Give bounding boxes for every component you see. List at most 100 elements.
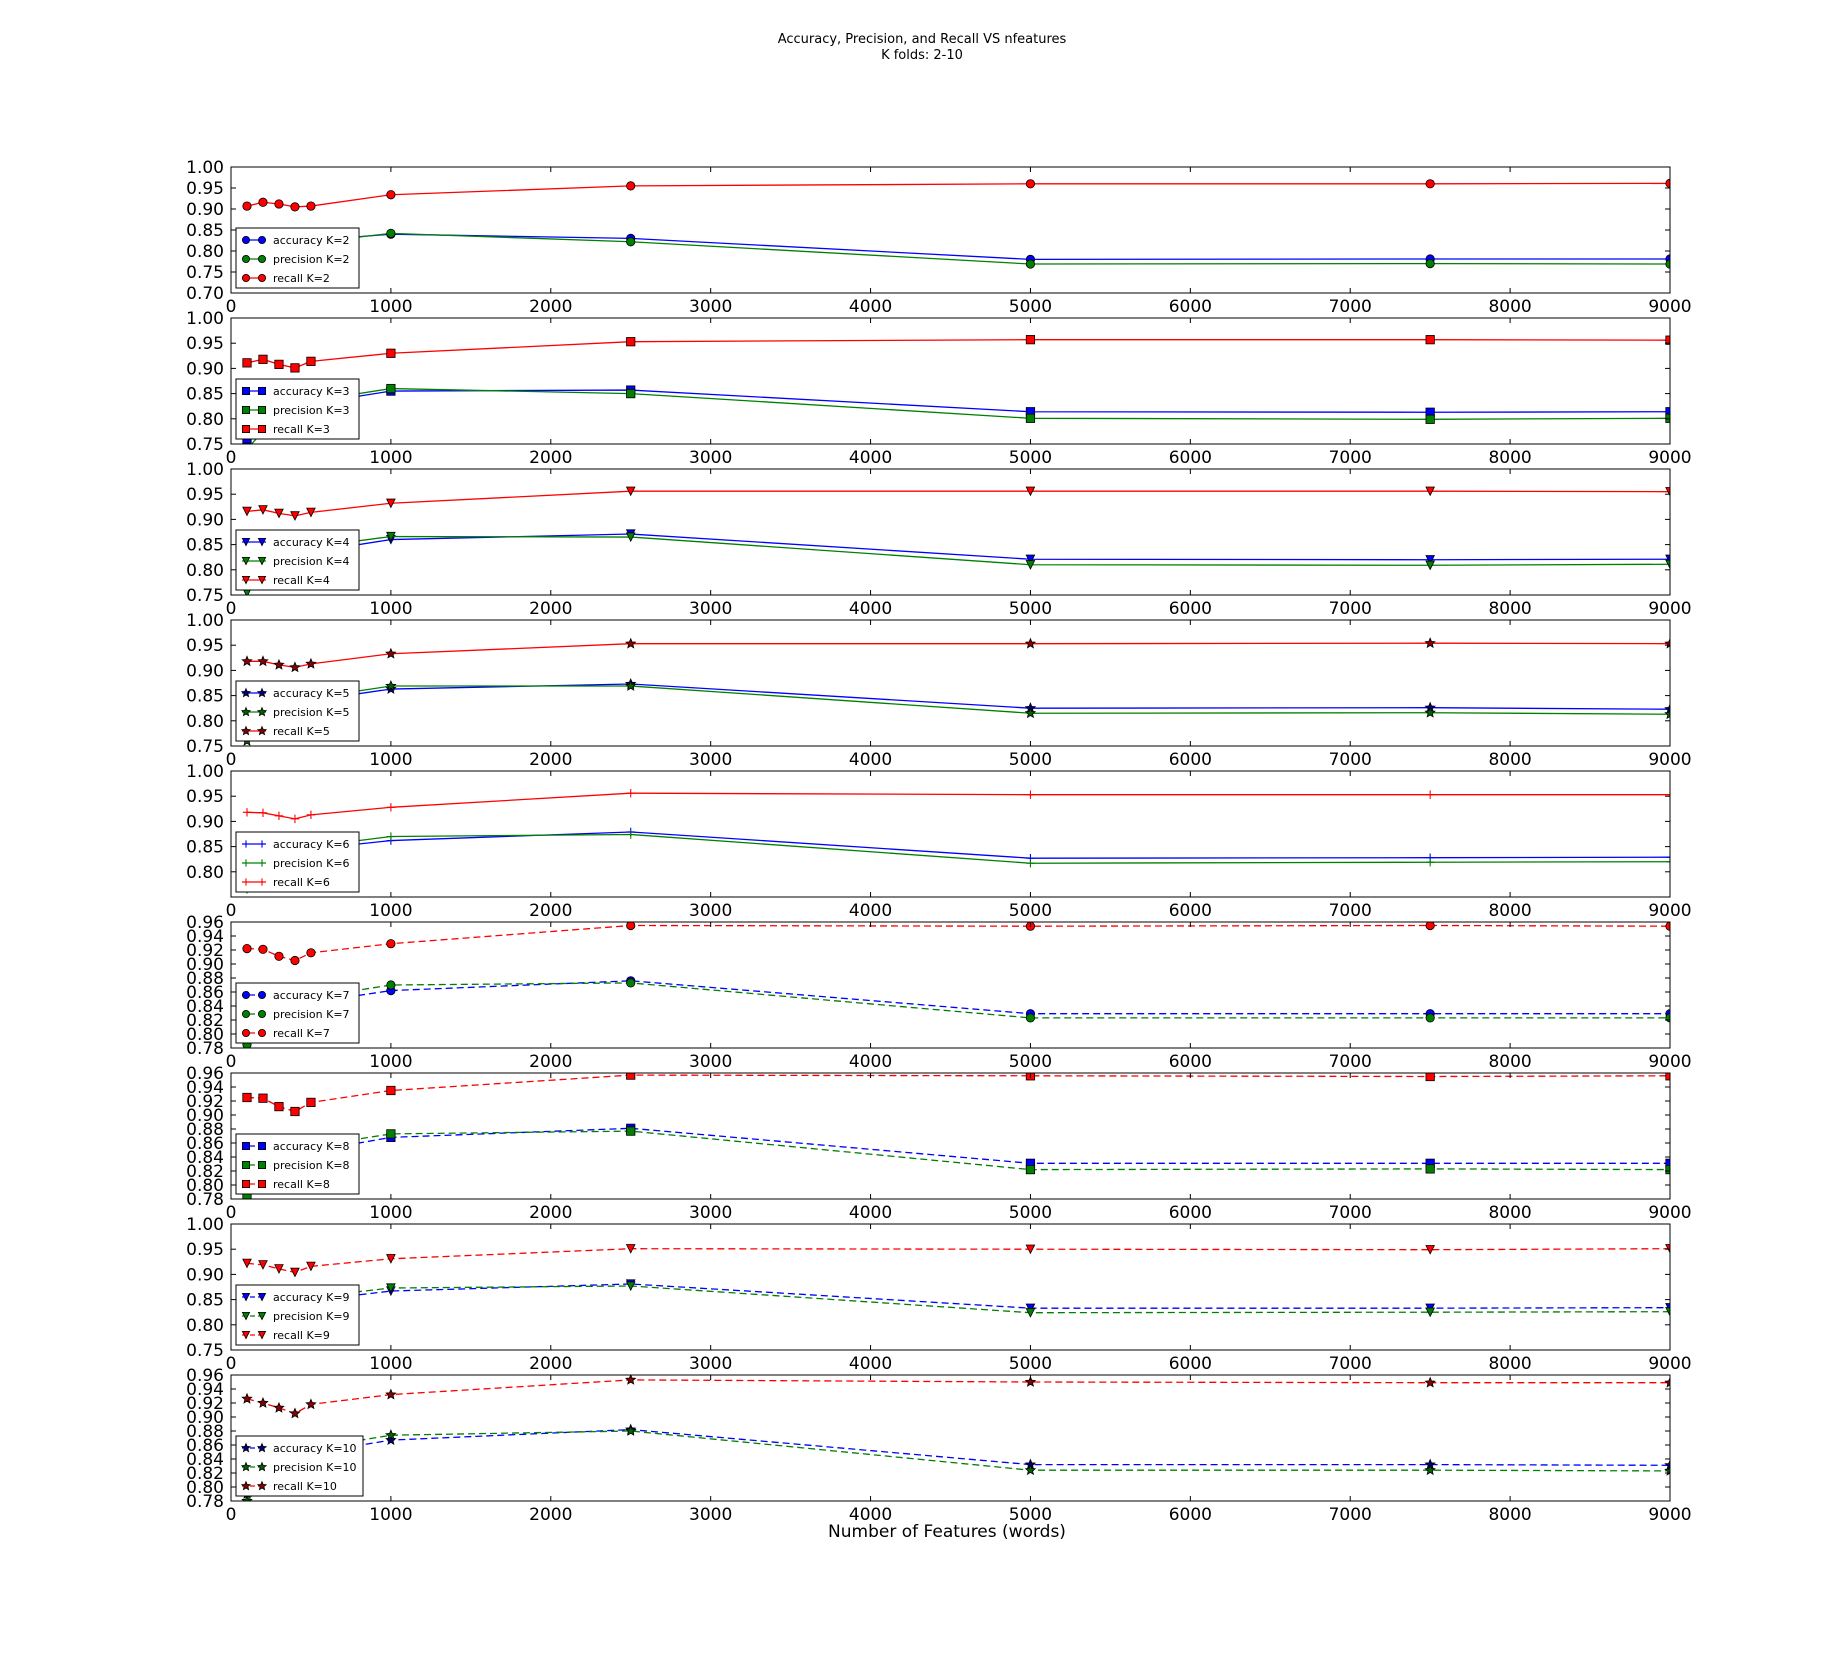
y-tick-label-k4: 0.95 xyxy=(186,485,224,505)
x-tick-label-k4: 4000 xyxy=(849,599,892,619)
legend-marker xyxy=(240,1480,252,1491)
point-precision-k8-8 xyxy=(1425,1164,1435,1174)
series-line-accuracy-k6 xyxy=(246,831,1670,880)
point-recall-k9-7 xyxy=(1025,1244,1036,1255)
x-tick-label-k5: 1000 xyxy=(369,750,412,770)
point-precision-k4-5 xyxy=(386,531,396,542)
point-recall-k8-5 xyxy=(386,1085,396,1096)
y-tick-label-k8: 0.84 xyxy=(186,1148,224,1168)
legend-marker xyxy=(257,538,267,547)
x-tick-label-k10: 3000 xyxy=(689,1505,732,1525)
x-tick-label-k9: 6000 xyxy=(1169,1354,1212,1374)
legend-marker xyxy=(257,1293,267,1302)
y-tick-label-k10: 0.96 xyxy=(186,1366,224,1386)
point-precision-k2-6 xyxy=(626,237,636,247)
x-tick-label-k7: 5000 xyxy=(1009,1052,1052,1072)
y-tick-label-k2: 1.00 xyxy=(186,158,224,178)
point-precision-k7-6 xyxy=(626,978,636,988)
point-recall-k9-9 xyxy=(1665,1244,1670,1254)
legend-label: recall K=6 xyxy=(273,876,330,889)
point-precision-k3-5 xyxy=(386,383,396,394)
legend-label: accuracy K=3 xyxy=(273,385,350,398)
x-tick-label-k7: 2000 xyxy=(529,1052,572,1072)
x-tick-label-k2: 4000 xyxy=(849,297,892,317)
series-line-accuracy-k10 xyxy=(246,1428,1670,1495)
legend-label: recall K=10 xyxy=(273,1480,337,1493)
point-recall-k7-0 xyxy=(242,943,252,954)
point-precision-k7-5 xyxy=(386,980,396,990)
x-tick-label-k9: 7000 xyxy=(1329,1354,1372,1374)
series-line-recall-k4 xyxy=(246,490,1670,517)
point-recall-k5-3 xyxy=(289,661,301,673)
series-line-recall-k8 xyxy=(246,1074,1670,1113)
y-tick-label-k2: 0.80 xyxy=(186,242,224,262)
y-tick-label-k7: 0.90 xyxy=(186,955,224,975)
x-tick-label-k3: 3000 xyxy=(689,448,732,468)
legend-marker xyxy=(241,1142,250,1151)
point-recall-k10-4 xyxy=(305,1398,317,1410)
y-tick-label-k10: 0.92 xyxy=(186,1394,224,1414)
y-tick-label-k6: 0.80 xyxy=(186,863,224,883)
point-precision-k6-7 xyxy=(1026,859,1035,868)
point-precision-k4-7 xyxy=(1025,560,1036,570)
point-accuracy-k4-7 xyxy=(1025,554,1036,565)
x-tick-label-k5: 4000 xyxy=(849,750,892,770)
panel-k10: 0 1000 2000 3000 4000 5000 6000 7000 8000 9000 0.7… xyxy=(186,1366,1691,1525)
x-tick-label-k7: 8000 xyxy=(1488,1052,1531,1072)
point-recall-k7-2 xyxy=(274,951,284,961)
y-tick-label-k10: 0.82 xyxy=(186,1464,224,1484)
plot-area-k10 xyxy=(241,1375,1670,1501)
x-tick-label-k8: 4000 xyxy=(849,1203,892,1223)
y-tick-label-k8: 0.92 xyxy=(186,1092,224,1112)
x-tick-label-k9: 2000 xyxy=(529,1354,572,1374)
x-tick-label-k9: 8000 xyxy=(1488,1354,1531,1374)
legend-marker xyxy=(242,840,250,848)
legend-marker xyxy=(240,1442,252,1453)
y-tick-label-k5: 0.85 xyxy=(186,687,224,707)
y-tick-label-k4: 0.75 xyxy=(186,586,224,606)
point-precision-k6-8 xyxy=(1425,858,1435,867)
legend-marker xyxy=(258,878,266,886)
x-tick-label-k8: 2000 xyxy=(529,1203,572,1223)
legend-k10: accuracy K=10 precision K=10 recall K=10 xyxy=(235,1435,364,1497)
axes-frame-k7 xyxy=(230,921,1671,1049)
y-tick-label-k4: 0.90 xyxy=(186,510,224,530)
x-tick-label-k3: 2000 xyxy=(529,448,572,468)
legend-label: precision K=9 xyxy=(273,1310,350,1323)
legend-label: recall K=5 xyxy=(273,725,330,738)
x-tick-label-k3: 7000 xyxy=(1329,448,1372,468)
legend-marker xyxy=(257,273,266,282)
point-recall-k3-5 xyxy=(386,348,396,358)
point-recall-k4-8 xyxy=(1425,486,1436,497)
point-recall-k3-7 xyxy=(1025,335,1036,345)
legend-marker xyxy=(257,386,266,395)
plot-area-k8 xyxy=(242,1073,1670,1199)
point-recall-k6-3 xyxy=(290,814,300,824)
point-precision-k9-6 xyxy=(625,1281,636,1292)
point-recall-k5-1 xyxy=(257,655,269,667)
y-tick-label-k10: 0.94 xyxy=(186,1380,224,1400)
x-tick-label-k5: 5000 xyxy=(1009,750,1052,770)
y-tick-label-k10: 0.86 xyxy=(186,1436,224,1456)
point-recall-k6-5 xyxy=(386,803,396,812)
axes-frame-k10 xyxy=(230,1374,1671,1502)
legend-k6: accuracy K=6 precision K=6 recall K=6 xyxy=(235,831,360,893)
y-tick-label-k8: 0.90 xyxy=(186,1106,224,1126)
point-precision-k3-6 xyxy=(626,388,636,399)
x-tick-label-k7: 6000 xyxy=(1169,1052,1212,1072)
x-tick-label-k2: 3000 xyxy=(689,297,732,317)
point-precision-k6-9 xyxy=(1665,857,1670,866)
panels: 0 1000 2000 3000 4000 5000 6000 7000 8000 9000 0.7… xyxy=(186,158,1691,1525)
panel-k5: 0 1000 2000 3000 4000 5000 6000 7000 8000 9000 0.7… xyxy=(186,611,1691,770)
plot-area-k3 xyxy=(242,335,1670,444)
legend-label: recall K=7 xyxy=(273,1027,330,1040)
point-recall-k4-3 xyxy=(290,511,300,521)
x-tick-label-k8: 5000 xyxy=(1009,1203,1052,1223)
x-tick-label-k5: 6000 xyxy=(1169,750,1212,770)
plot-area-k7 xyxy=(242,922,1670,1048)
legend-k4: accuracy K=4 precision K=4 recall K=4 xyxy=(235,529,360,591)
point-accuracy-k6-9 xyxy=(1665,852,1670,862)
x-tick-label-k2: 7000 xyxy=(1329,297,1372,317)
legend-label: precision K=7 xyxy=(273,1008,350,1021)
